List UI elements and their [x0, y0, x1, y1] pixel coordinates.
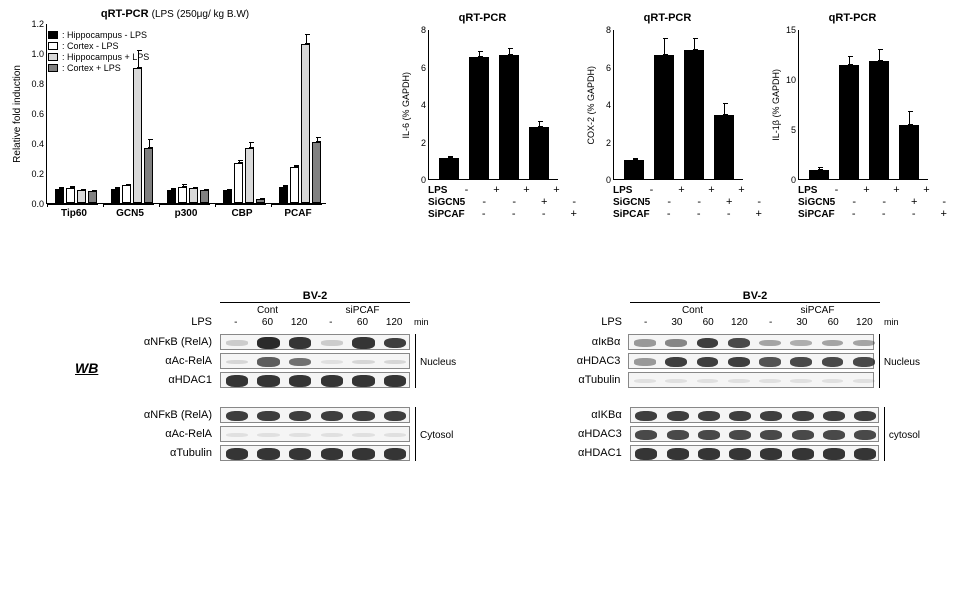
bar: [279, 187, 288, 204]
wb-row: [220, 407, 410, 423]
wb-row: [628, 334, 874, 350]
bar: [234, 163, 243, 204]
bar: [469, 57, 489, 179]
wb-row: [220, 353, 410, 369]
wb-row: [628, 353, 874, 369]
bar: [839, 65, 859, 179]
x-group-label: PCAF: [270, 208, 326, 219]
wb-row: [628, 372, 874, 388]
panelA-ylabel: Relative fold induction: [12, 65, 23, 163]
bar: [290, 167, 299, 203]
bar: [499, 55, 519, 179]
bar: [809, 170, 829, 179]
legend-item: : Hippocampus + LPS: [48, 52, 149, 62]
panelB-chart-0: qRT-PCRIL-6 (% GAPDH)02468LPS-+++SiGCN5-…: [400, 12, 565, 220]
chart-title: qRT-PCR: [770, 12, 935, 24]
bar: [133, 68, 142, 203]
bar: [899, 125, 919, 179]
bar: [178, 187, 187, 204]
bar: [529, 127, 549, 180]
wb-row: [220, 372, 410, 388]
wb-left: BV-2ContsiPCAFLPS-60120-60120minαNFκB (R…: [130, 290, 460, 464]
bar: [312, 142, 321, 204]
bar: [869, 61, 889, 179]
wb-row: [220, 426, 410, 442]
bar: [654, 55, 674, 179]
bar: [111, 189, 120, 203]
legend-item: : Cortex - LPS: [48, 41, 149, 51]
wb-row: [220, 334, 410, 350]
bar: [714, 115, 734, 179]
x-group-label: Tip60: [46, 208, 102, 219]
panelA-chart: qRT-PCR (LPS (250μg/ kg B.W) : Hippocamp…: [10, 8, 340, 226]
panelA-title: qRT-PCR (LPS (250μg/ kg B.W): [10, 8, 340, 20]
bar: [301, 44, 310, 203]
legend-item: : Hippocampus - LPS: [48, 30, 149, 40]
bar: [66, 188, 75, 203]
bar: [122, 185, 131, 203]
bar: [189, 188, 198, 203]
bar: [88, 191, 97, 203]
bar: [684, 50, 704, 179]
wb-row: [630, 407, 879, 423]
bar: [256, 199, 265, 204]
bar: [144, 148, 153, 204]
chart-title: qRT-PCR: [585, 12, 750, 24]
bar: [624, 160, 644, 179]
bar: [439, 158, 459, 179]
x-group-label: p300: [158, 208, 214, 219]
bar: [245, 148, 254, 204]
legend-item: : Cortex + LPS: [48, 63, 149, 73]
panelB-chart-2: qRT-PCRIL-1β (% GAPDH)051015LPS-+++SiGCN…: [770, 12, 935, 220]
x-group-label: GCN5: [102, 208, 158, 219]
panelB-chart-1: qRT-PCRCOX-2 (% GAPDH)02468LPS-+++SiGCN5…: [585, 12, 750, 220]
chart-title: qRT-PCR: [400, 12, 565, 24]
bar: [200, 190, 209, 203]
wb-tag: WB: [75, 360, 98, 376]
bar: [77, 190, 86, 203]
wb-right: BV-2ContsiPCAFLPS-3060120-3060120minαIκB…: [540, 290, 920, 464]
wb-row: [630, 426, 879, 442]
bar: [223, 190, 232, 203]
bar: [167, 190, 176, 204]
panelB-charts: qRT-PCRIL-6 (% GAPDH)02468LPS-+++SiGCN5-…: [400, 12, 935, 220]
bar: [55, 189, 64, 203]
wb-row: [630, 445, 879, 461]
wb-row: [220, 445, 410, 461]
x-group-label: CBP: [214, 208, 270, 219]
